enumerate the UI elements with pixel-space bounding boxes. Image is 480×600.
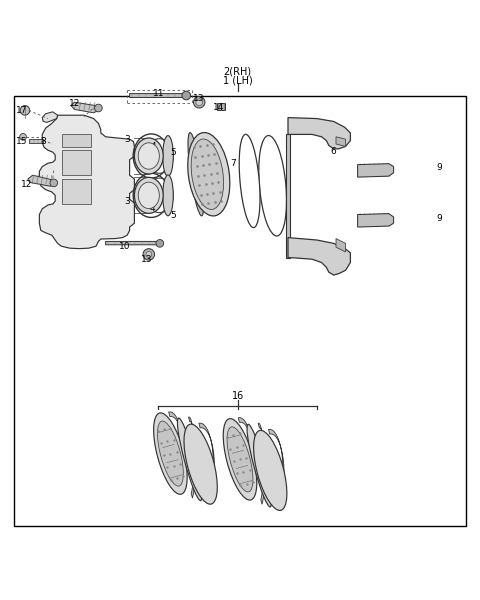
Circle shape <box>156 239 164 247</box>
Text: 1 (LH): 1 (LH) <box>223 76 252 86</box>
Text: 3: 3 <box>124 197 130 206</box>
Polygon shape <box>168 412 184 491</box>
Text: 9: 9 <box>436 214 442 223</box>
Text: 17: 17 <box>16 106 27 115</box>
Ellipse shape <box>138 182 159 209</box>
Polygon shape <box>217 103 225 110</box>
Ellipse shape <box>188 133 230 216</box>
Polygon shape <box>258 423 265 505</box>
Ellipse shape <box>134 178 163 214</box>
Ellipse shape <box>227 427 253 492</box>
Circle shape <box>182 91 191 100</box>
Polygon shape <box>71 102 98 113</box>
Text: 6: 6 <box>331 146 336 155</box>
Ellipse shape <box>178 418 202 500</box>
Polygon shape <box>62 150 91 175</box>
Text: 12: 12 <box>21 180 32 190</box>
Ellipse shape <box>184 424 217 504</box>
Text: 4: 4 <box>150 204 156 213</box>
Ellipse shape <box>188 133 204 216</box>
Polygon shape <box>29 139 43 143</box>
Ellipse shape <box>247 424 271 507</box>
Circle shape <box>146 251 152 257</box>
Polygon shape <box>39 115 134 248</box>
Polygon shape <box>106 241 160 245</box>
Circle shape <box>20 133 26 140</box>
Text: 8: 8 <box>40 137 46 146</box>
Polygon shape <box>62 134 91 148</box>
Circle shape <box>143 248 155 260</box>
Bar <box>14 96 466 526</box>
Text: 16: 16 <box>231 391 244 401</box>
Ellipse shape <box>223 419 257 500</box>
Polygon shape <box>288 118 350 149</box>
Text: 13: 13 <box>193 94 205 103</box>
Ellipse shape <box>191 139 224 209</box>
Text: 11: 11 <box>153 89 164 98</box>
Polygon shape <box>62 179 91 204</box>
Polygon shape <box>336 239 346 252</box>
Polygon shape <box>358 164 394 177</box>
Text: 5: 5 <box>170 211 176 220</box>
Polygon shape <box>286 134 290 258</box>
Text: 7: 7 <box>230 158 236 167</box>
Polygon shape <box>358 214 394 227</box>
Polygon shape <box>189 417 195 498</box>
Circle shape <box>50 179 58 187</box>
Polygon shape <box>268 430 284 508</box>
Ellipse shape <box>239 134 260 227</box>
Ellipse shape <box>157 421 183 486</box>
Text: 3: 3 <box>124 135 130 144</box>
Polygon shape <box>28 175 55 186</box>
Text: 9: 9 <box>436 163 442 173</box>
Ellipse shape <box>134 138 163 174</box>
Circle shape <box>95 104 102 112</box>
Polygon shape <box>42 112 58 122</box>
Polygon shape <box>130 94 186 97</box>
Text: 15: 15 <box>16 137 27 146</box>
Polygon shape <box>199 423 215 502</box>
Polygon shape <box>288 238 350 275</box>
Ellipse shape <box>163 136 173 176</box>
Text: 12: 12 <box>69 98 80 107</box>
Ellipse shape <box>253 430 287 511</box>
Circle shape <box>193 97 205 108</box>
Text: 13: 13 <box>141 254 152 264</box>
Polygon shape <box>336 137 346 146</box>
Text: 5: 5 <box>170 148 176 157</box>
Ellipse shape <box>163 175 173 216</box>
Ellipse shape <box>138 143 159 169</box>
Circle shape <box>20 106 30 115</box>
Text: 4: 4 <box>151 142 156 151</box>
Ellipse shape <box>259 136 287 236</box>
Polygon shape <box>238 418 254 497</box>
Ellipse shape <box>154 413 187 494</box>
Text: 10: 10 <box>119 242 131 251</box>
Circle shape <box>196 99 203 106</box>
Text: 2(RH): 2(RH) <box>224 67 252 77</box>
Text: 14: 14 <box>213 103 224 113</box>
